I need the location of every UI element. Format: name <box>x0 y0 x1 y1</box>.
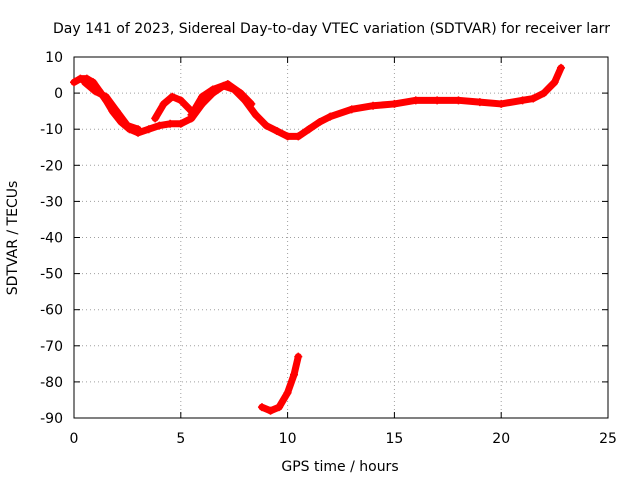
data-segment <box>551 64 565 86</box>
data-point <box>275 403 284 412</box>
ticks: 0 5 10 15 20 25 10 0 -10 -20 -30 -40 -50 -60 -70 -80 -90 <box>40 50 617 447</box>
y-tick-label: -40 <box>40 231 63 247</box>
data-point <box>390 99 399 108</box>
data-point <box>91 87 100 96</box>
y-axis-title: SDTVAR / TECUs <box>5 181 21 296</box>
data-point <box>123 121 132 130</box>
data-point <box>262 121 271 130</box>
data-point <box>187 110 196 119</box>
data-point <box>223 80 232 89</box>
data-segment <box>326 105 356 121</box>
data-point <box>266 406 275 415</box>
data-point <box>236 89 245 98</box>
chart-title: Day 141 of 2023, Sidereal Day-to-day VTE… <box>53 21 610 37</box>
y-tick-label: 10 <box>45 50 63 66</box>
data-point <box>176 119 185 128</box>
data-series <box>257 352 303 415</box>
y-tick-label: -50 <box>40 267 63 283</box>
y-tick-label: -60 <box>40 303 63 319</box>
y-tick-label: -20 <box>40 158 63 174</box>
x-tick-label: 25 <box>599 431 617 447</box>
x-tick-label: 0 <box>70 431 79 447</box>
data-point <box>411 96 420 105</box>
data-point <box>294 352 303 361</box>
data-point <box>168 92 177 101</box>
data-point <box>80 78 89 87</box>
data-point <box>539 89 548 98</box>
data-point <box>247 99 256 108</box>
y-tick-label: -70 <box>40 339 63 355</box>
data-point <box>155 121 164 130</box>
data-point <box>208 85 217 94</box>
data-point <box>433 96 442 105</box>
data-point <box>257 403 266 412</box>
y-tick-label: -80 <box>40 375 63 391</box>
x-tick-label: 20 <box>492 431 510 447</box>
y-tick-label: 0 <box>54 86 63 102</box>
data-point <box>70 78 78 87</box>
data-point <box>294 132 303 141</box>
data-point <box>497 99 506 108</box>
data-point <box>176 96 185 105</box>
data-point <box>166 119 175 128</box>
data-segment <box>177 96 195 115</box>
x-axis-title: GPS time / hours <box>281 459 398 475</box>
data-point <box>144 125 153 134</box>
data-point <box>326 112 335 121</box>
data-point <box>529 94 538 103</box>
data-point <box>454 96 463 105</box>
data-point <box>159 99 168 108</box>
data-segment <box>237 89 255 108</box>
data-point <box>283 388 292 397</box>
data-point <box>112 107 121 116</box>
x-tick-label: 10 <box>279 431 297 447</box>
data-point <box>475 98 484 107</box>
x-tick-label: 15 <box>385 431 403 447</box>
data-point <box>251 110 260 119</box>
grid <box>74 57 608 418</box>
data-point <box>315 117 324 126</box>
data-point <box>550 78 559 87</box>
data-point <box>347 105 356 114</box>
data-point <box>151 114 160 123</box>
data-point <box>283 132 292 141</box>
data-series <box>187 80 256 119</box>
data-point <box>557 63 566 72</box>
data-series <box>80 78 143 134</box>
y-tick-label: -10 <box>40 122 63 138</box>
data-layer <box>70 63 566 415</box>
data-point <box>304 125 313 134</box>
data-point <box>290 370 299 379</box>
data-point <box>198 92 207 101</box>
x-tick-label: 5 <box>176 431 185 447</box>
y-tick-label: -90 <box>40 411 63 427</box>
data-point <box>518 96 527 105</box>
data-point <box>102 92 111 101</box>
data-point <box>134 125 143 134</box>
data-point <box>369 101 378 110</box>
data-point <box>272 127 281 136</box>
y-tick-label: -30 <box>40 194 63 210</box>
